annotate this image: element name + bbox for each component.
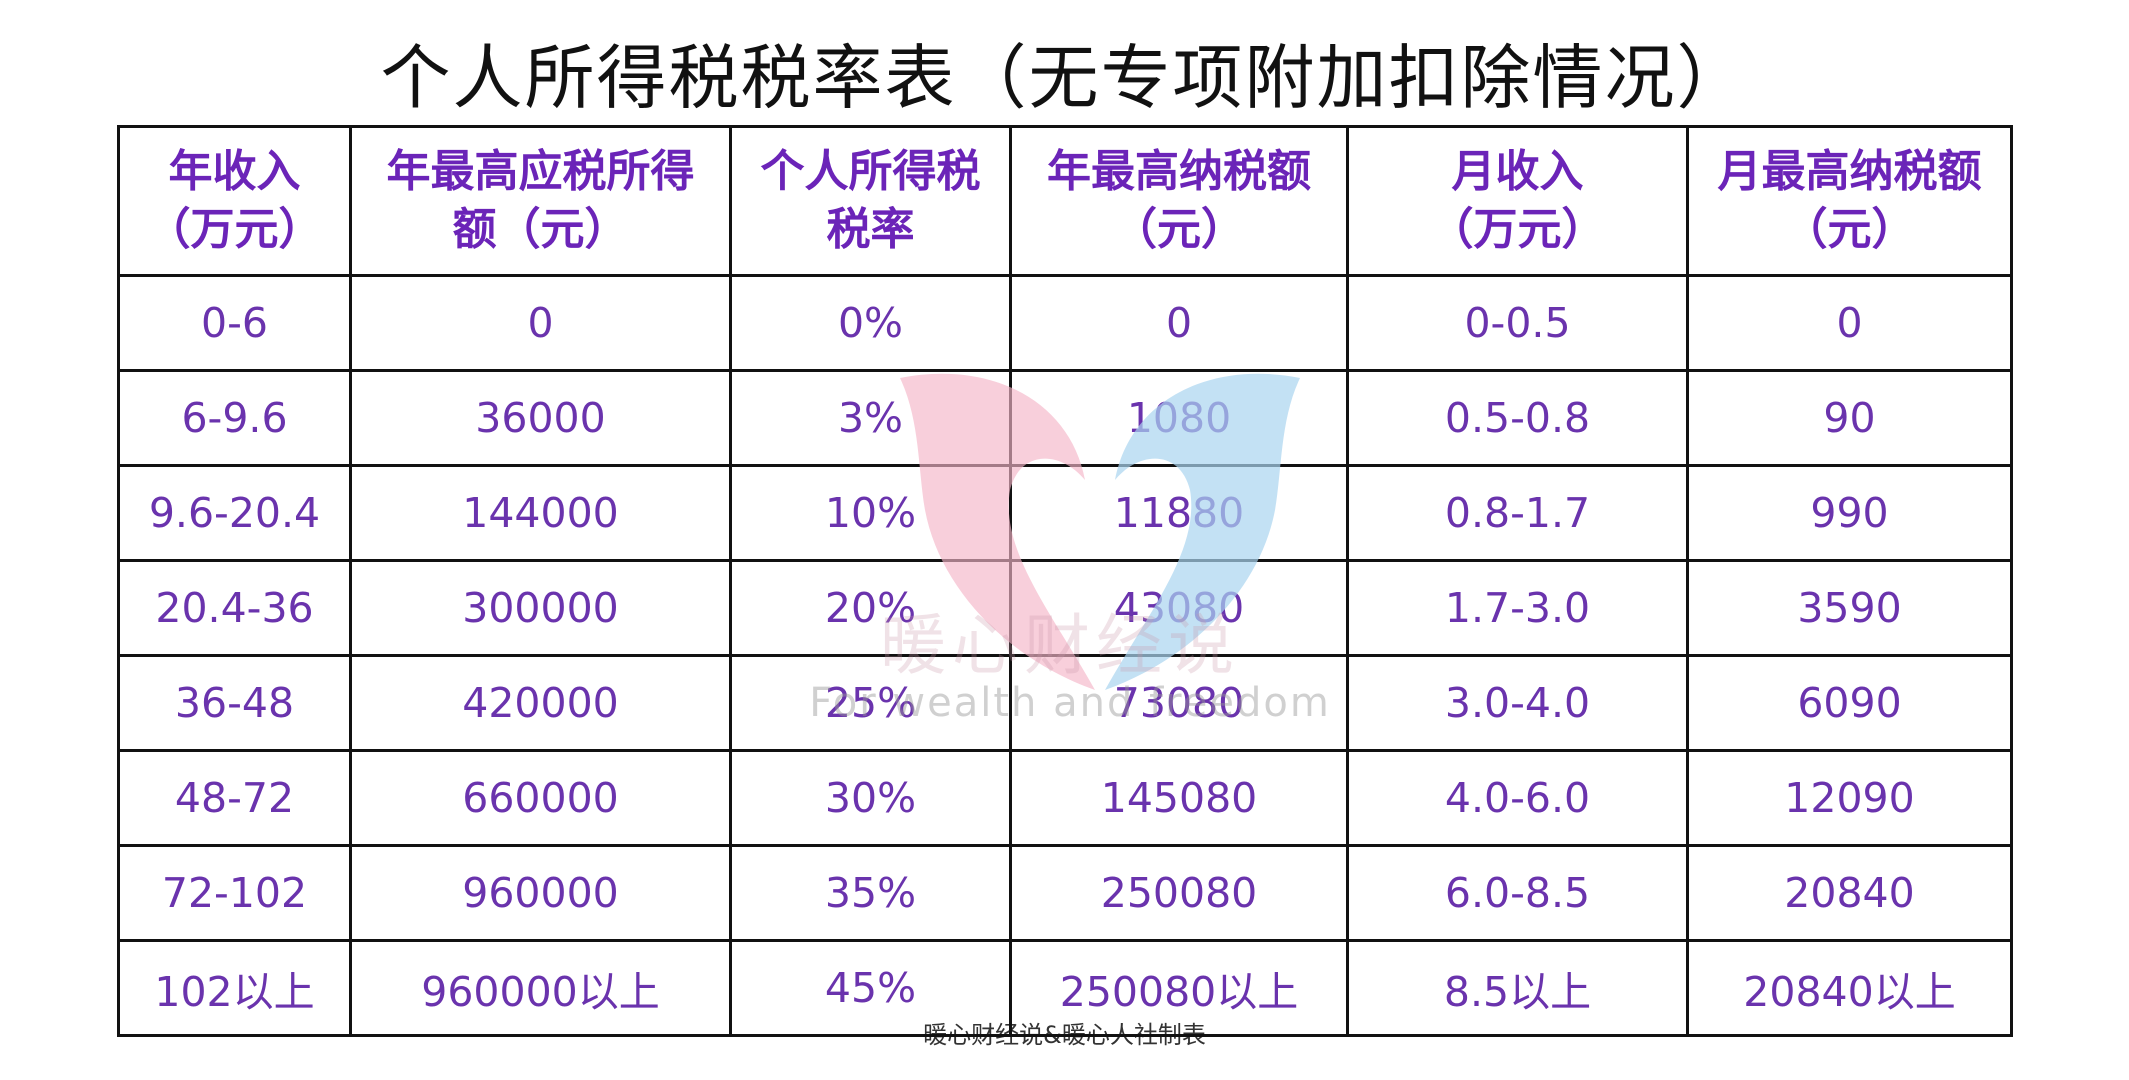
cell-monthly-max-tax: 6090 — [1686, 654, 2013, 752]
cell-annual-income: 72-102 — [117, 844, 352, 942]
cell-annual-taxable-income: 660000 — [349, 749, 732, 847]
table-row: 0-6 0 0% 0 0-0.5 0 — [117, 274, 2013, 372]
table-row: 72-102 960000 35% 250080 6.0-8.5 20840 — [117, 844, 2013, 942]
cell-tax-rate: 10% — [729, 464, 1012, 562]
table-row: 9.6-20.4 144000 10% 11880 0.8-1.7 990 — [117, 464, 2013, 562]
cell-monthly-income: 8.5以上 — [1346, 939, 1689, 1037]
cell-annual-max-tax: 145080 — [1009, 749, 1349, 847]
header-annual-taxable-income: 年最高应税所得 额（元） — [349, 125, 732, 277]
cell-annual-income: 48-72 — [117, 749, 352, 847]
header-monthly-max-tax: 月最高纳税额 （元） — [1686, 125, 2013, 277]
header-tax-rate: 个人所得税 税率 — [729, 125, 1012, 277]
cell-monthly-income: 4.0-6.0 — [1346, 749, 1689, 847]
cell-annual-taxable-income: 960000 — [349, 844, 732, 942]
cell-monthly-max-tax: 20840以上 — [1686, 939, 2013, 1037]
cell-monthly-max-tax: 90 — [1686, 369, 2013, 467]
cell-annual-taxable-income: 420000 — [349, 654, 732, 752]
cell-tax-rate: 35% — [729, 844, 1012, 942]
cell-annual-income: 102以上 — [117, 939, 352, 1037]
cell-monthly-income: 1.7-3.0 — [1346, 559, 1689, 657]
cell-tax-rate: 25% — [729, 654, 1012, 752]
cell-monthly-max-tax: 0 — [1686, 274, 2013, 372]
cell-monthly-max-tax: 3590 — [1686, 559, 2013, 657]
cell-monthly-max-tax: 20840 — [1686, 844, 2013, 942]
cell-monthly-income: 0-0.5 — [1346, 274, 1689, 372]
cell-annual-max-tax: 250080以上 — [1009, 939, 1349, 1037]
cell-annual-income: 9.6-20.4 — [117, 464, 352, 562]
cell-monthly-max-tax: 12090 — [1686, 749, 2013, 847]
tax-rate-table: 年收入 （万元） 年最高应税所得 额（元） 个人所得税 税率 年最高纳税额 （元） 月收… — [117, 125, 2013, 1037]
cell-annual-taxable-income: 960000以上 — [349, 939, 732, 1037]
cell-annual-taxable-income: 36000 — [349, 369, 732, 467]
watermark-text-cn: 暖心财经说 — [880, 607, 1240, 684]
cell-annual-taxable-income: 144000 — [349, 464, 732, 562]
cell-annual-income: 6-9.6 — [117, 369, 352, 467]
watermark-text-en: For wealth and freedom — [809, 680, 1331, 726]
table-row: 48-72 660000 30% 145080 4.0-6.0 12090 — [117, 749, 2013, 847]
cell-monthly-income: 3.0-4.0 — [1346, 654, 1689, 752]
cell-tax-rate: 3% — [729, 369, 1012, 467]
header-monthly-income: 月收入 （万元） — [1346, 125, 1689, 277]
table-row: 36-48 420000 25% 73080 3.0-4.0 6090 — [117, 654, 2013, 752]
cell-tax-rate: 30% — [729, 749, 1012, 847]
cell-annual-max-tax: 11880 — [1009, 464, 1349, 562]
table-row: 6-9.6 36000 3% 1080 0.5-0.8 90 — [117, 369, 2013, 467]
cell-annual-taxable-income: 0 — [349, 274, 732, 372]
cell-annual-max-tax: 250080 — [1009, 844, 1349, 942]
cell-monthly-income: 0.5-0.8 — [1346, 369, 1689, 467]
cell-tax-rate: 0% — [729, 274, 1012, 372]
cell-monthly-income: 0.8-1.7 — [1346, 464, 1689, 562]
cell-annual-income: 36-48 — [117, 654, 352, 752]
table-header-row: 年收入 （万元） 年最高应税所得 额（元） 个人所得税 税率 年最高纳税额 （元） 月收… — [117, 125, 2013, 277]
page-title: 个人所得税税率表（无专项附加扣除情况） — [380, 37, 1749, 119]
header-annual-max-tax: 年最高纳税额 （元） — [1009, 125, 1349, 277]
cell-monthly-max-tax: 990 — [1686, 464, 2013, 562]
cell-annual-taxable-income: 300000 — [349, 559, 732, 657]
cell-annual-income: 20.4-36 — [117, 559, 352, 657]
cell-tax-rate: 45% — [729, 939, 1012, 1037]
cell-annual-max-tax: 1080 — [1009, 369, 1349, 467]
header-annual-income: 年收入 （万元） — [117, 125, 352, 277]
cell-annual-max-tax: 0 — [1009, 274, 1349, 372]
cell-annual-income: 0-6 — [117, 274, 352, 372]
table-row: 102以上 960000以上 45% 250080以上 8.5以上 20840以… — [117, 939, 2013, 1037]
cell-monthly-income: 6.0-8.5 — [1346, 844, 1689, 942]
